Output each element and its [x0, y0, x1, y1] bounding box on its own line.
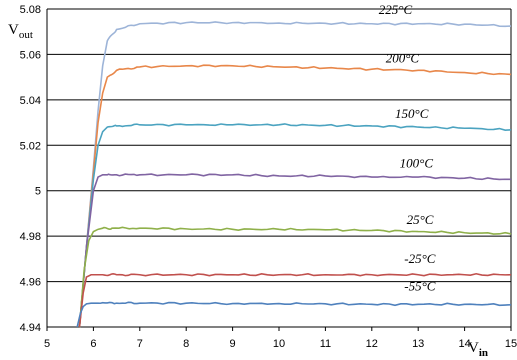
y-axis-title-sub: out: [19, 29, 33, 41]
y-tick-label: 5.04: [20, 95, 41, 107]
y-tick-label: 5.06: [20, 49, 41, 61]
x-tick-label: 10: [273, 338, 285, 350]
x-axis-title-sub: in: [479, 347, 488, 359]
y-tick-label: 4.94: [20, 322, 41, 334]
x-axis-title: Vin: [468, 340, 488, 359]
series-label-1: 200°C: [386, 50, 420, 65]
grid-lines: [46, 8, 512, 328]
series-line-2: [78, 123, 512, 328]
x-tick-label: 5: [44, 338, 50, 350]
y-axis-title: Vout: [8, 22, 33, 41]
x-tick-label: 12: [366, 338, 378, 350]
series-label-2: 150°C: [395, 106, 429, 121]
series-line-6: [76, 301, 512, 328]
series-label-4: 25°C: [407, 212, 434, 227]
x-tick-label: 15: [505, 338, 517, 350]
series-labels: 225°C 200°C 150°C 100°C 25°C -25°C -55°C: [379, 2, 436, 294]
series-label-5: -25°C: [404, 251, 436, 266]
y-tick-label: 5.02: [20, 140, 41, 152]
series-line-1: [78, 64, 512, 328]
y-tick-label: 4.98: [20, 231, 41, 243]
series-label-0: 225°C: [379, 2, 413, 17]
series-line-0: [78, 21, 512, 328]
y-tick-label: 5.08: [20, 4, 41, 16]
series-label-6: -55°C: [404, 279, 436, 294]
series-line-3: [78, 173, 512, 328]
x-tick-label: 8: [183, 338, 189, 350]
series-lines: [76, 21, 512, 328]
x-tick-label: 6: [90, 338, 96, 350]
series-label-3: 100°C: [400, 155, 434, 170]
y-tick-label: 4.96: [20, 277, 41, 289]
x-tick-label: 7: [137, 338, 143, 350]
x-tick-label: 14: [458, 338, 470, 350]
series-line-5: [78, 272, 512, 328]
x-axis-title-main: V: [468, 340, 479, 356]
x-tick-label: 9: [230, 338, 236, 350]
x-tick-label: 11: [320, 338, 331, 350]
series-line-4: [78, 226, 512, 328]
y-tick-label: 5: [35, 186, 41, 198]
tick-labels: 4.94 4.96 4.98 5 5.02 5.04 5.06 5.08 5 6 7 8 9 10 11 12…: [20, 4, 517, 350]
x-tick-label: 13: [412, 338, 424, 350]
y-axis-title-main: V: [8, 22, 19, 38]
